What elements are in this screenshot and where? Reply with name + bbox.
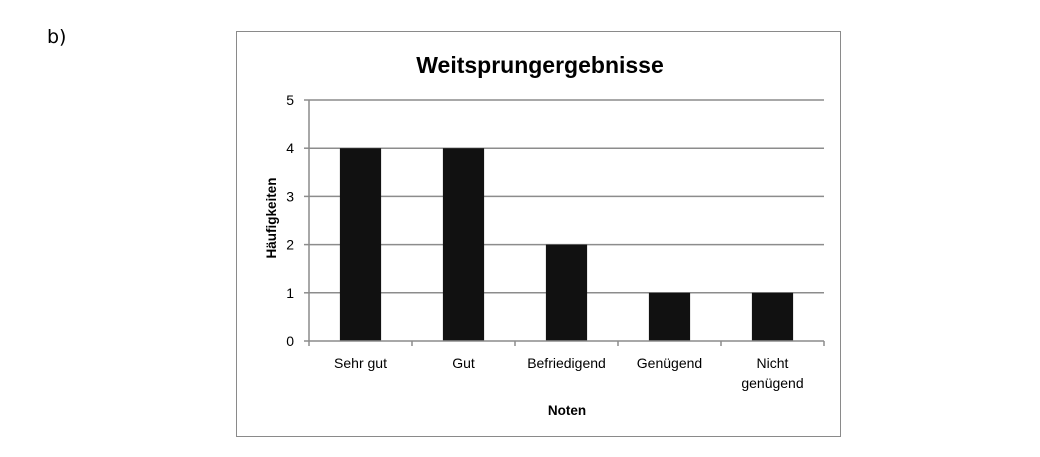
y-axis: 0 1 2 3 4 5 <box>286 92 310 349</box>
bar <box>648 292 691 341</box>
chart-frame: Weitsprungergebnisse 0 1 2 3 4 5 Sehr gut Gut B… <box>236 31 841 437</box>
x-tick-label: Gut <box>452 355 475 371</box>
x-axis-title: Noten <box>548 403 586 418</box>
part-label: b) <box>47 26 67 48</box>
x-axis: Sehr gut Gut Befriedigend Genügend Nicht genü… <box>308 340 825 391</box>
x-tick-label: Befriedigend <box>527 355 606 371</box>
x-tick-label: Genügend <box>637 355 702 371</box>
y-tick-label: 1 <box>286 285 294 301</box>
y-tick-label: 0 <box>286 333 294 349</box>
y-axis-title: Häufigkeiten <box>264 177 279 258</box>
y-tick-label: 3 <box>286 188 294 204</box>
x-tick-label: Sehr gut <box>334 355 387 371</box>
bar <box>751 292 794 341</box>
y-tick-label: 4 <box>286 140 294 156</box>
x-tick-label: Nicht genügend <box>741 355 803 391</box>
bar <box>442 148 485 341</box>
bar-chart: Weitsprungergebnisse 0 1 2 3 4 5 Sehr gut Gut B… <box>264 52 825 418</box>
chart-title: Weitsprungergebnisse <box>416 52 664 78</box>
bar <box>339 148 382 341</box>
bar <box>545 244 588 341</box>
y-tick-label: 2 <box>286 237 294 253</box>
y-tick-label: 5 <box>286 92 294 108</box>
gridlines <box>309 99 824 294</box>
bars <box>339 148 794 341</box>
